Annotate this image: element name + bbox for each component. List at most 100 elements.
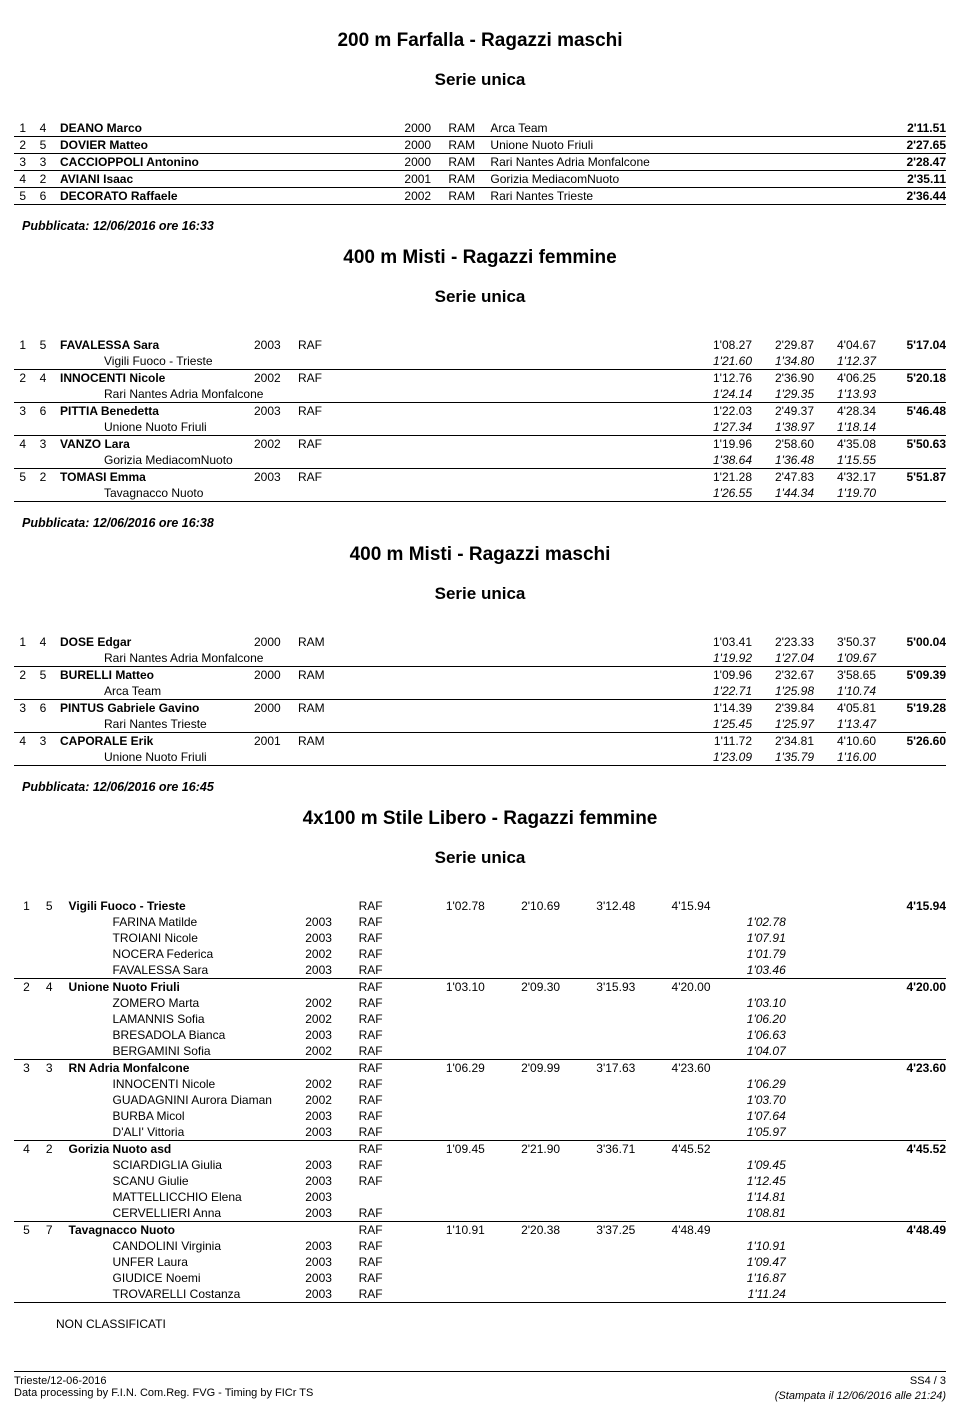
results-table: 14DOSE Edgar2000RAM1'03.412'23.333'50.37… xyxy=(14,634,946,766)
year: 2001 xyxy=(254,733,298,750)
athlete-name: CAPORALE Erik xyxy=(54,733,254,750)
split: 2'21.90 xyxy=(485,1141,560,1158)
split: 2'20.38 xyxy=(485,1222,560,1239)
member-time: 1'06.63 xyxy=(711,1027,786,1043)
relay-member: TROIANI Nicole xyxy=(63,930,306,946)
sub-split: 1'38.64 xyxy=(690,452,752,469)
relay-member: FARINA Matilde xyxy=(63,914,306,930)
year: 2003 xyxy=(254,337,298,353)
split: 2'29.87 xyxy=(752,337,814,353)
split: 1'06.29 xyxy=(410,1060,485,1077)
relay-member: BERGAMINI Sofia xyxy=(63,1043,306,1060)
results-table: 15FAVALESSA Sara2003RAF1'08.272'29.874'0… xyxy=(14,337,946,502)
final-time: 4'15.94 xyxy=(861,898,946,914)
lane: 3 xyxy=(32,733,54,750)
final-time: 2'28.47 xyxy=(876,154,946,171)
lane: 5 xyxy=(32,337,54,353)
year: 2003 xyxy=(305,1108,358,1124)
relay-member: FAVALESSA Sara xyxy=(63,962,306,979)
rank: 5 xyxy=(14,469,32,486)
year: 2003 xyxy=(305,1189,358,1205)
lane: 4 xyxy=(32,120,54,137)
lane: 2 xyxy=(32,171,54,188)
results-table: 14DEANO Marco2000RAMArca Team2'11.5125DO… xyxy=(14,120,946,205)
member-time: 1'04.07 xyxy=(711,1043,786,1060)
final-time: 2'35.11 xyxy=(876,171,946,188)
relay-member: CANDOLINI Virginia xyxy=(63,1238,306,1254)
lane: 6 xyxy=(32,403,54,420)
split: 2'49.37 xyxy=(752,403,814,420)
split: 1'19.96 xyxy=(690,436,752,453)
year: 2003 xyxy=(305,1254,358,1270)
split: 1'02.78 xyxy=(410,898,485,914)
sub-split: 1'10.74 xyxy=(814,683,876,700)
relay-member: D'ALI' Vittoria xyxy=(63,1124,306,1141)
lane: 6 xyxy=(32,188,54,205)
lane: 2 xyxy=(36,1141,63,1158)
athlete-name: FAVALESSA Sara xyxy=(54,337,254,353)
lane: 3 xyxy=(36,1060,63,1077)
athlete-name: DEANO Marco xyxy=(54,120,404,137)
split: 1'21.28 xyxy=(690,469,752,486)
split: 2'32.67 xyxy=(752,667,814,684)
lane: 5 xyxy=(32,137,54,154)
category: RAF xyxy=(359,1173,410,1189)
year: 2002 xyxy=(305,1076,358,1092)
split: 2'34.81 xyxy=(752,733,814,750)
member-time: 1'11.24 xyxy=(711,1286,786,1303)
category: RAF xyxy=(298,469,340,486)
split: 1'22.03 xyxy=(690,403,752,420)
rank: 2 xyxy=(14,979,36,996)
relay-member: TROVARELLI Costanza xyxy=(63,1286,306,1303)
split: 4'06.25 xyxy=(814,370,876,387)
category: RAF xyxy=(359,930,410,946)
category: RAF xyxy=(298,436,340,453)
results-table: 15Vigili Fuoco - TriesteRAF1'02.782'10.6… xyxy=(14,898,946,1303)
category: RAF xyxy=(359,1124,410,1141)
split: 1'03.41 xyxy=(690,634,752,650)
relay-member: CERVELLIERI Anna xyxy=(63,1205,306,1222)
lane: 6 xyxy=(32,700,54,717)
athlete-name: TOMASI Emma xyxy=(54,469,254,486)
split: 4'28.34 xyxy=(814,403,876,420)
final-time: 4'23.60 xyxy=(861,1060,946,1077)
category: RAF xyxy=(359,1043,410,1060)
split: 1'08.27 xyxy=(690,337,752,353)
category: RAF xyxy=(359,898,410,914)
year: 2000 xyxy=(254,634,298,650)
member-time: 1'09.47 xyxy=(711,1254,786,1270)
year: 2000 xyxy=(404,120,448,137)
rank: 3 xyxy=(14,1060,36,1077)
member-time: 1'06.20 xyxy=(711,1011,786,1027)
sub-split: 1'29.35 xyxy=(752,386,814,403)
split: 4'04.67 xyxy=(814,337,876,353)
footer-right2: (Stampata il 12/06/2016 alle 21:24) xyxy=(775,1390,946,1402)
lane: 5 xyxy=(32,667,54,684)
split: 2'09.99 xyxy=(485,1060,560,1077)
athlete-name: PINTUS Gabriele Gavino xyxy=(54,700,254,717)
team: Unione Nuoto Friuli xyxy=(490,137,876,154)
category: RAF xyxy=(359,1238,410,1254)
team-name: Tavagnacco Nuoto xyxy=(63,1222,306,1239)
sub-split: 1'27.04 xyxy=(752,650,814,667)
member-time: 1'10.91 xyxy=(711,1238,786,1254)
split: 3'50.37 xyxy=(814,634,876,650)
lane: 4 xyxy=(36,979,63,996)
split: 2'39.84 xyxy=(752,700,814,717)
year: 2002 xyxy=(305,1043,358,1060)
final-time: 4'48.49 xyxy=(861,1222,946,1239)
athlete-name: VANZO Lara xyxy=(54,436,254,453)
year: 2002 xyxy=(305,1092,358,1108)
member-time: 1'05.97 xyxy=(711,1124,786,1141)
final-time: 4'45.52 xyxy=(861,1141,946,1158)
sub-split: 1'15.55 xyxy=(814,452,876,469)
year: 2003 xyxy=(254,403,298,420)
split: 4'45.52 xyxy=(635,1141,710,1158)
split: 2'23.33 xyxy=(752,634,814,650)
final-time: 5'09.39 xyxy=(876,667,946,684)
lane: 2 xyxy=(32,469,54,486)
team: Unione Nuoto Friuli xyxy=(54,419,690,436)
athlete-name: INNOCENTI Nicole xyxy=(54,370,254,387)
publication-info: Pubblicata: 12/06/2016 ore 16:33 xyxy=(22,219,946,233)
rank: 3 xyxy=(14,700,32,717)
